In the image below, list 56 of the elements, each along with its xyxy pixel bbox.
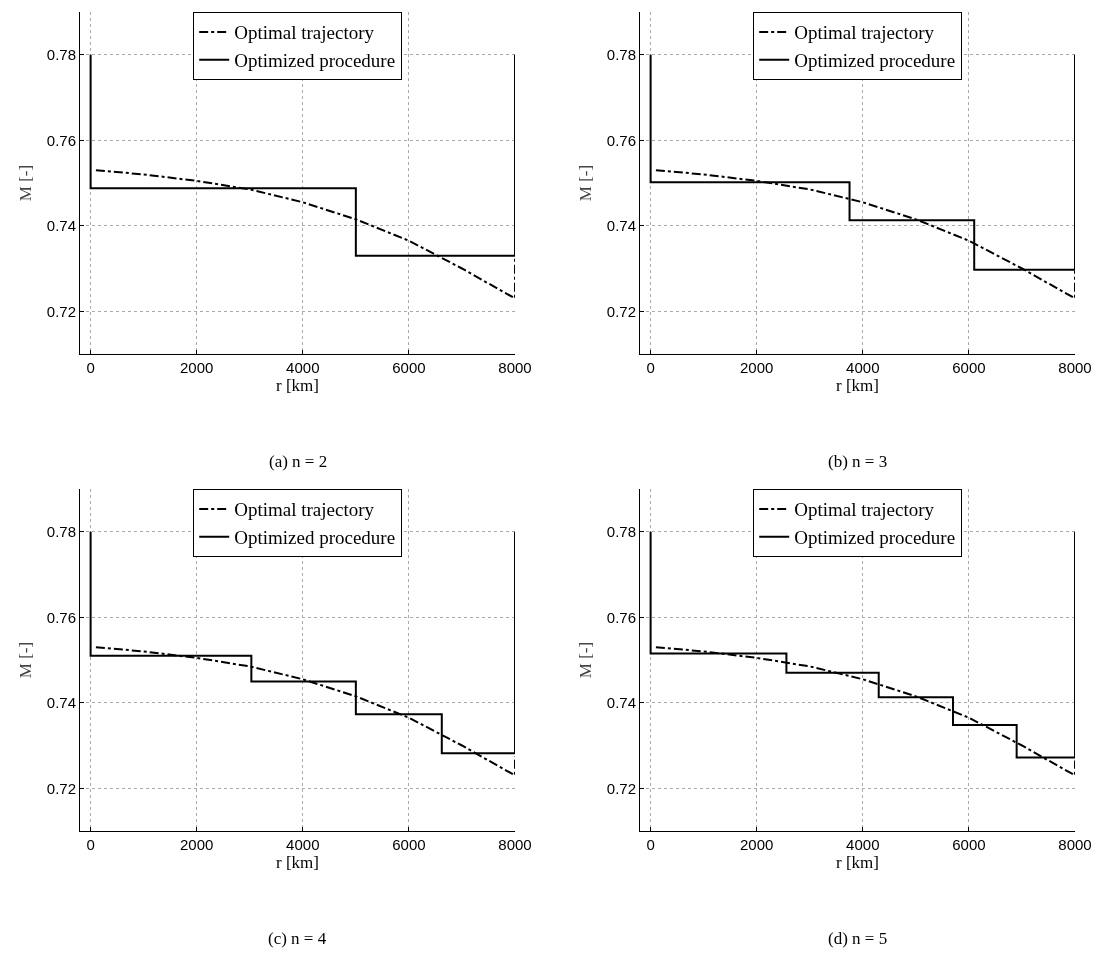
x-axis-title: r [km] <box>836 853 879 873</box>
x-tick-label: 0 <box>646 359 655 376</box>
y-tick-label: 0.72 <box>46 779 76 797</box>
y-axis-title: M [-] <box>16 164 36 202</box>
x-tick-label: 6000 <box>952 359 986 376</box>
y-tick-label: 0.72 <box>606 302 636 320</box>
x-axis-title: r [km] <box>836 376 879 396</box>
x-tick-label: 4000 <box>286 359 320 376</box>
text: (d) n = 5 <box>828 929 888 948</box>
y-tick-label: 0.78 <box>606 523 636 540</box>
legend-label: Optimal trajectory <box>794 22 935 44</box>
legend-label: Optimized procedure <box>234 527 396 549</box>
y-tick-label: 0.74 <box>606 217 636 234</box>
y-tick-label: 0.78 <box>46 46 76 63</box>
x-tick-label: 2000 <box>740 836 774 853</box>
y-tick-label: 0.76 <box>606 608 636 626</box>
x-tick-label: 2000 <box>180 359 214 376</box>
y-axis-title: M [-] <box>576 164 596 202</box>
legend-label: Optimized procedure <box>794 50 956 72</box>
x-tick-label: 0 <box>86 836 95 853</box>
y-tick-label: 0.76 <box>606 131 636 149</box>
x-tick-label: 4000 <box>846 359 880 376</box>
x-tick-label: 6000 <box>952 836 986 853</box>
legend-label: Optimized procedure <box>234 50 396 72</box>
text: (c) n = 4 <box>268 929 327 948</box>
x-tick-label: 6000 <box>392 359 426 376</box>
y-tick-label: 0.72 <box>46 302 76 320</box>
x-axis-title: r [km] <box>276 376 319 396</box>
x-tick-label: 4000 <box>846 836 880 853</box>
y-tick-label: 0.76 <box>46 131 76 149</box>
y-tick-label: 0.72 <box>606 779 636 797</box>
x-tick-label: 8000 <box>498 359 532 376</box>
legend-label: Optimal trajectory <box>794 499 935 521</box>
x-tick-label: 2000 <box>180 836 214 853</box>
y-tick-label: 0.74 <box>46 694 76 711</box>
text: (a) n = 2 <box>269 452 328 471</box>
y-tick-label: 0.78 <box>46 523 76 540</box>
x-tick-label: 6000 <box>392 836 426 853</box>
x-tick-label: 8000 <box>1058 836 1092 853</box>
y-axis-title: M [-] <box>576 641 596 679</box>
x-tick-label: 4000 <box>286 836 320 853</box>
legend-label: Optimized procedure <box>794 527 956 549</box>
x-tick-label: 0 <box>86 359 95 376</box>
y-tick-label: 0.78 <box>606 46 636 63</box>
y-axis-title: M [-] <box>16 641 36 679</box>
legend-label: Optimal trajectory <box>234 499 375 521</box>
x-tick-label: 8000 <box>498 836 532 853</box>
y-tick-label: 0.74 <box>606 694 636 711</box>
x-tick-label: 2000 <box>740 359 774 376</box>
y-tick-label: 0.76 <box>46 608 76 626</box>
legend-label: Optimal trajectory <box>234 22 375 44</box>
text: (b) n = 3 <box>828 452 888 471</box>
x-tick-label: 8000 <box>1058 359 1092 376</box>
x-axis-title: r [km] <box>276 853 319 873</box>
y-tick-label: 0.74 <box>46 217 76 234</box>
x-tick-label: 0 <box>646 836 655 853</box>
